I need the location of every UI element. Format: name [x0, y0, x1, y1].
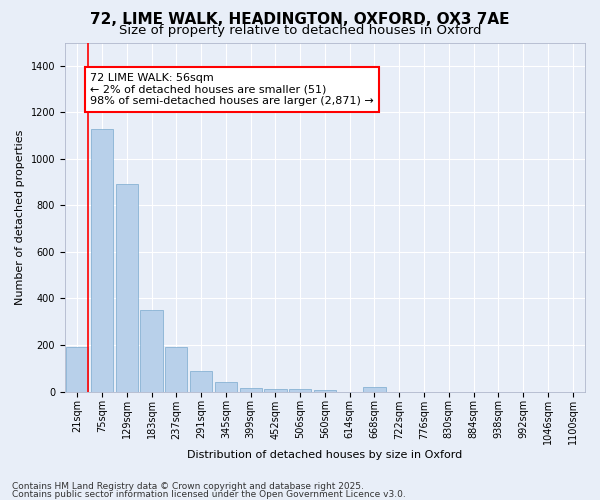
- Text: 72 LIME WALK: 56sqm
← 2% of detached houses are smaller (51)
98% of semi-detache: 72 LIME WALK: 56sqm ← 2% of detached hou…: [90, 73, 374, 106]
- Bar: [364, 387, 386, 392]
- Text: Contains HM Land Registry data © Crown copyright and database right 2025.: Contains HM Land Registry data © Crown c…: [12, 482, 364, 491]
- Bar: [239, 388, 262, 392]
- Text: Size of property relative to detached houses in Oxford: Size of property relative to detached ho…: [119, 24, 481, 37]
- X-axis label: Distribution of detached houses by size in Oxford: Distribution of detached houses by size …: [187, 450, 463, 460]
- Bar: [140, 310, 163, 392]
- Bar: [289, 389, 311, 392]
- Text: Contains public sector information licensed under the Open Government Licence v3: Contains public sector information licen…: [12, 490, 406, 499]
- Bar: [314, 390, 336, 392]
- Y-axis label: Number of detached properties: Number of detached properties: [15, 130, 25, 304]
- Bar: [190, 370, 212, 392]
- Text: 72, LIME WALK, HEADINGTON, OXFORD, OX3 7AE: 72, LIME WALK, HEADINGTON, OXFORD, OX3 7…: [90, 12, 510, 28]
- Bar: [165, 348, 187, 392]
- Bar: [116, 184, 138, 392]
- Bar: [66, 348, 88, 392]
- Bar: [91, 128, 113, 392]
- Bar: [264, 389, 287, 392]
- Bar: [215, 382, 237, 392]
